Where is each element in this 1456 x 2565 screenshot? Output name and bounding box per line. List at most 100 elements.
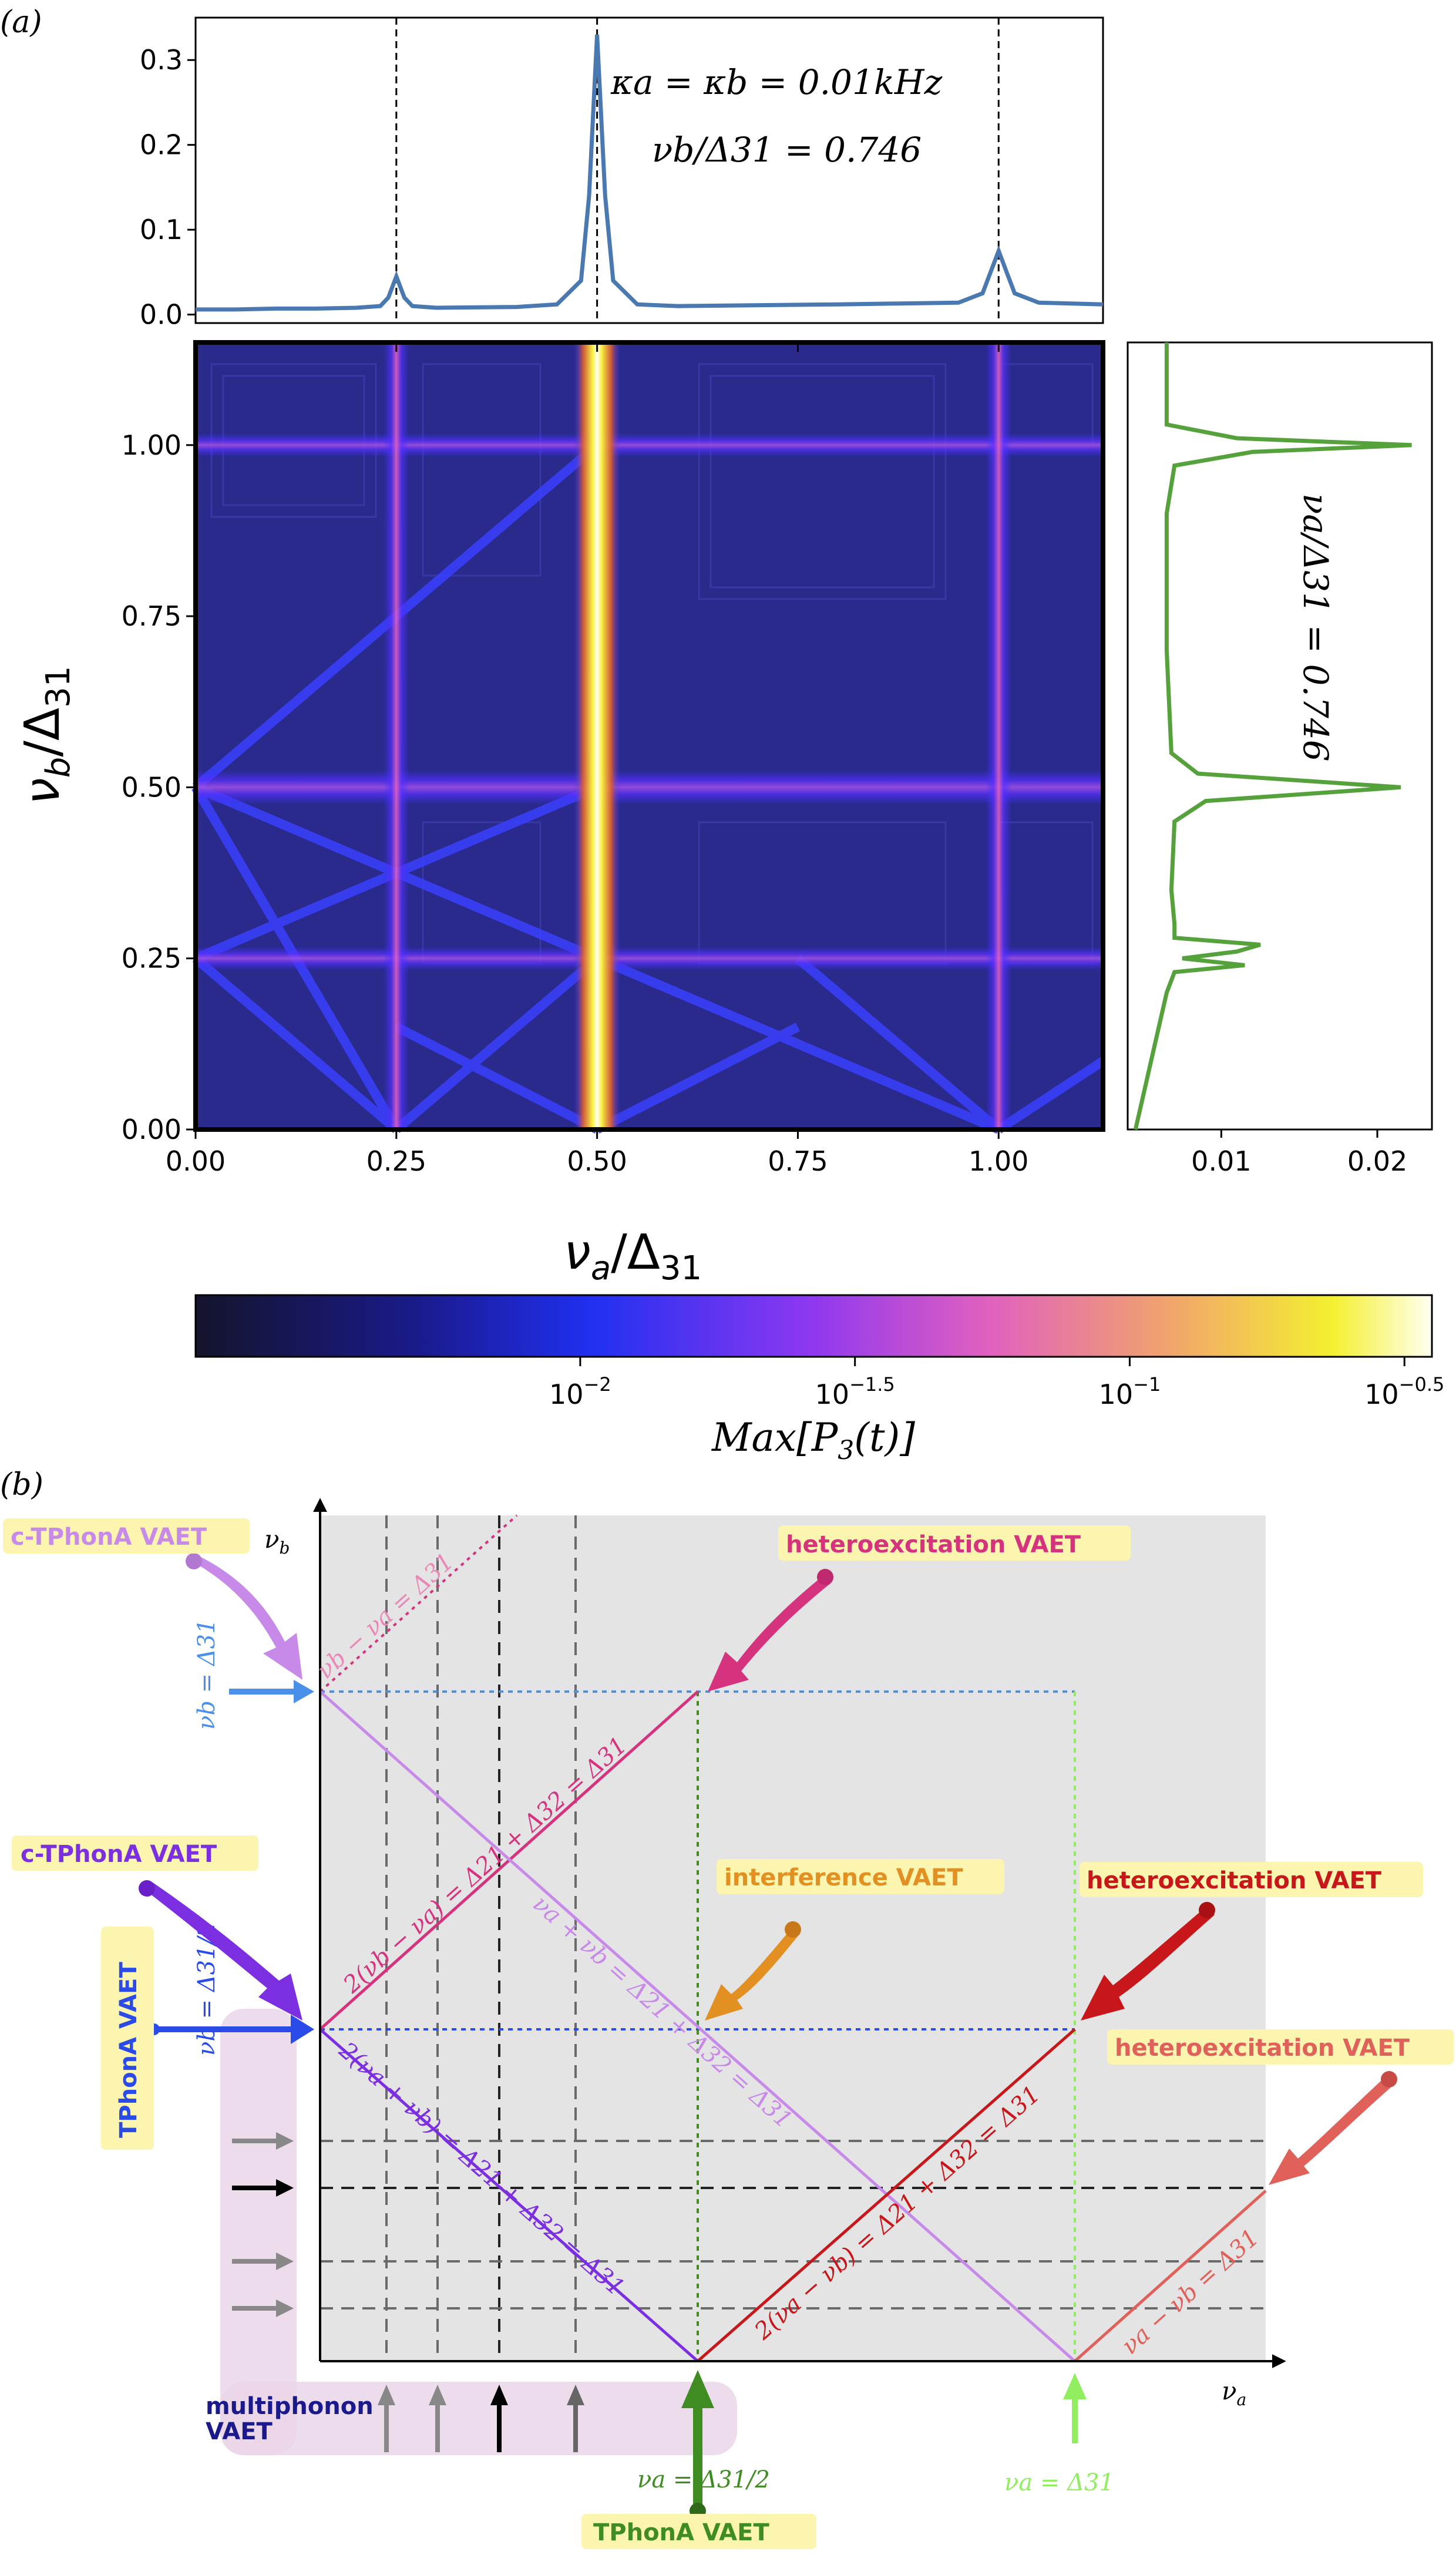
left-arrow-1 xyxy=(232,2132,294,2150)
top-ytick-label: 0.2 xyxy=(140,129,183,161)
ctphona-top-arrow xyxy=(194,1557,302,1680)
heatmap-diagonal-line xyxy=(996,1057,1106,1134)
heatmap-frame xyxy=(193,340,1105,1132)
hetero-top-dot xyxy=(817,1569,833,1585)
kappa-annotation: κa = κb = 0.01kHz xyxy=(610,62,943,102)
left-arrow-3 xyxy=(232,2253,294,2270)
svg-text:heteroexcitation VAET: heteroexcitation VAET xyxy=(1087,1867,1382,1894)
heatmap-xtick-label: 1.00 xyxy=(969,1145,1028,1177)
heatmap-resonance-bands xyxy=(196,342,1103,1129)
heatmap-ytick-label: 0.25 xyxy=(122,943,181,974)
right-profile-plot: 0.01 0.02 νa/Δ31 = 0.746 xyxy=(1127,341,1433,1177)
colorbar-ticks: 10−2 10−1.5 10−1 10−0.5 xyxy=(549,1357,1444,1410)
tag-tphona-left: TPhonA VAET xyxy=(101,1927,154,2150)
panel-b-label: (b) xyxy=(0,1467,43,1502)
heatmap-horizontal-band xyxy=(196,433,1103,457)
svg-text:c-TPhonA VAET: c-TPhonA VAET xyxy=(21,1841,217,1868)
panel-b-axis-x-label: νa xyxy=(1222,2376,1246,2409)
multiphonon-highlight-vertical xyxy=(220,2009,297,2455)
hetero-low-dot xyxy=(1381,2071,1397,2087)
top-ytick-label: 0.3 xyxy=(140,44,183,76)
tag-interference: interference VAET xyxy=(717,1859,1004,1894)
nua-full-text: νa = Δ31 xyxy=(1004,2469,1114,2496)
svg-text:heteroexcitation VAET: heteroexcitation VAET xyxy=(1115,2035,1410,2062)
top-ytick-label: 0.1 xyxy=(140,214,183,246)
ctphona-mid-dot xyxy=(139,1880,155,1897)
tag-hetero-top: heteroexcitation VAET xyxy=(778,1525,1131,1561)
tag-hetero-right: heteroexcitation VAET xyxy=(1080,1862,1423,1897)
heatmap-xtick-label: 0.50 xyxy=(567,1145,627,1177)
heatmap-xlabel: νa/Δ31 xyxy=(564,1225,702,1287)
heatmap-xtick-label: 0.75 xyxy=(768,1145,828,1177)
two-diff-a-line xyxy=(697,2028,1076,2362)
ctphona-mid-arrow xyxy=(147,1882,302,2021)
heatmap-ytick-label: 1.00 xyxy=(122,429,181,461)
heatmap-horizontal-band xyxy=(196,946,1103,970)
svg-text:TPhonA VAET: TPhonA VAET xyxy=(115,1962,142,2138)
colorbar-tick-label: 10−0.5 xyxy=(1364,1373,1444,1410)
panel-a-label: (a) xyxy=(0,5,42,40)
svg-text:VAET: VAET xyxy=(206,2418,273,2445)
hetero-right-arrow xyxy=(1081,1906,1215,2021)
nua-full-marker: νa = Δ31 xyxy=(1004,2373,1114,2496)
top-profile-plot: 0.0 0.1 0.2 0.3 κa = κb = 0.01kHz νb/Δ31 = … xyxy=(140,16,1104,331)
tag-ctphona-mid: c-TPhonA VAET xyxy=(12,1835,258,1871)
svg-text:heteroexcitation VAET: heteroexcitation VAET xyxy=(786,1531,1081,1558)
heatmap-ytick-label: 0.00 xyxy=(122,1114,181,1145)
heatmap-xtick-label: 0.00 xyxy=(166,1145,226,1177)
right-x-ticks: 0.01 0.02 xyxy=(1191,1129,1407,1177)
sum-line xyxy=(319,1690,1076,2362)
heatmap-xtick-label: 0.25 xyxy=(366,1145,426,1177)
heatmap-diagonal-line xyxy=(594,1023,801,1134)
top-ytick-label: 0.0 xyxy=(140,299,183,331)
nua-annotation: νa/Δ31 = 0.746 xyxy=(1296,493,1336,762)
heatmap-ytick-label: 0.75 xyxy=(122,600,181,632)
hetero-right-dot xyxy=(1199,1902,1215,1918)
hetero-top-arrow xyxy=(708,1574,831,1692)
interference-arrow xyxy=(705,1927,800,2021)
left-arrow-2 xyxy=(232,2179,294,2197)
heatmap-background xyxy=(196,342,1103,1129)
nub-annotation: νb/Δ31 = 0.746 xyxy=(652,130,922,170)
hetero-low-arrow xyxy=(1269,2073,1397,2185)
nua-half-text: νa = Δ31/2 xyxy=(637,2466,770,2493)
bottom-arrow-2 xyxy=(429,2385,446,2452)
heatmap-diagonal-line xyxy=(394,1023,600,1134)
tag-hetero-low: heteroexcitation VAET xyxy=(1107,2029,1454,2065)
right-profile-line xyxy=(1133,342,1412,1130)
heatmap: 0.00 0.25 0.50 0.75 1.00 0.00 0.25 0.50 0.75 1.00… xyxy=(15,340,1106,1287)
svg-text:TPhonA VAET: TPhonA VAET xyxy=(593,2519,769,2546)
multiphonon-bottom-arrows xyxy=(378,2385,584,2452)
top-y-ticks: 0.0 0.1 0.2 0.3 xyxy=(140,44,196,331)
svg-text:c-TPhonA VAET: c-TPhonA VAET xyxy=(11,1524,207,1551)
colorbar-tick-label: 10−1 xyxy=(1099,1373,1161,1410)
nub-full-marker: νb = Δ31 xyxy=(193,1619,314,1730)
panel-b-diagram: νb νa νb − νa = Δ31 2(νb − νa) = Δ21 + Δ… xyxy=(3,1498,1454,2549)
right-plot-frame xyxy=(1127,341,1433,1131)
bottom-arrow-1 xyxy=(378,2385,395,2452)
two-sum-line xyxy=(319,2028,699,2362)
heatmap-vertical-band xyxy=(573,342,621,1129)
colorbar-gradient xyxy=(194,1294,1433,1358)
right-xtick-label: 0.01 xyxy=(1191,1145,1251,1177)
top-plot-frame xyxy=(194,16,1104,324)
panel-b-axis-y-label: νb xyxy=(264,1525,290,1558)
colorbar-tick-label: 10−1.5 xyxy=(815,1373,895,1410)
colorbar: 10−2 10−1.5 10−1 10−0.5 Max[P3(t)] xyxy=(194,1294,1444,1465)
horizontal-guides xyxy=(320,2140,1266,2309)
heatmap-ylabel: νb/Δ31 xyxy=(15,666,78,805)
nub-full-text: νb = Δ31 xyxy=(193,1619,220,1730)
svg-text:multiphonon: multiphonon xyxy=(206,2393,374,2420)
tag-tphona-bottom: TPhonA VAET xyxy=(581,2514,816,2549)
heatmap-diagonal-line xyxy=(393,954,600,1134)
interference-dot xyxy=(785,1921,801,1938)
diff-a-line xyxy=(1074,2190,1267,2362)
nua-half-marker: νa = Δ31/2 xyxy=(637,2370,770,2508)
vertical-guides xyxy=(385,1515,577,2361)
tag-multiphonon: multiphonon VAET xyxy=(206,2393,374,2445)
bottom-arrow-4 xyxy=(567,2385,584,2452)
heatmap-ticks: 0.00 0.25 0.50 0.75 1.00 0.00 0.25 0.50 0.75 1.00 xyxy=(122,342,1028,1177)
tag-ctphona-top: c-TPhonA VAET xyxy=(3,1518,250,1554)
multiphonon-highlight-horizontal xyxy=(220,2382,737,2455)
left-arrow-4 xyxy=(232,2300,294,2317)
